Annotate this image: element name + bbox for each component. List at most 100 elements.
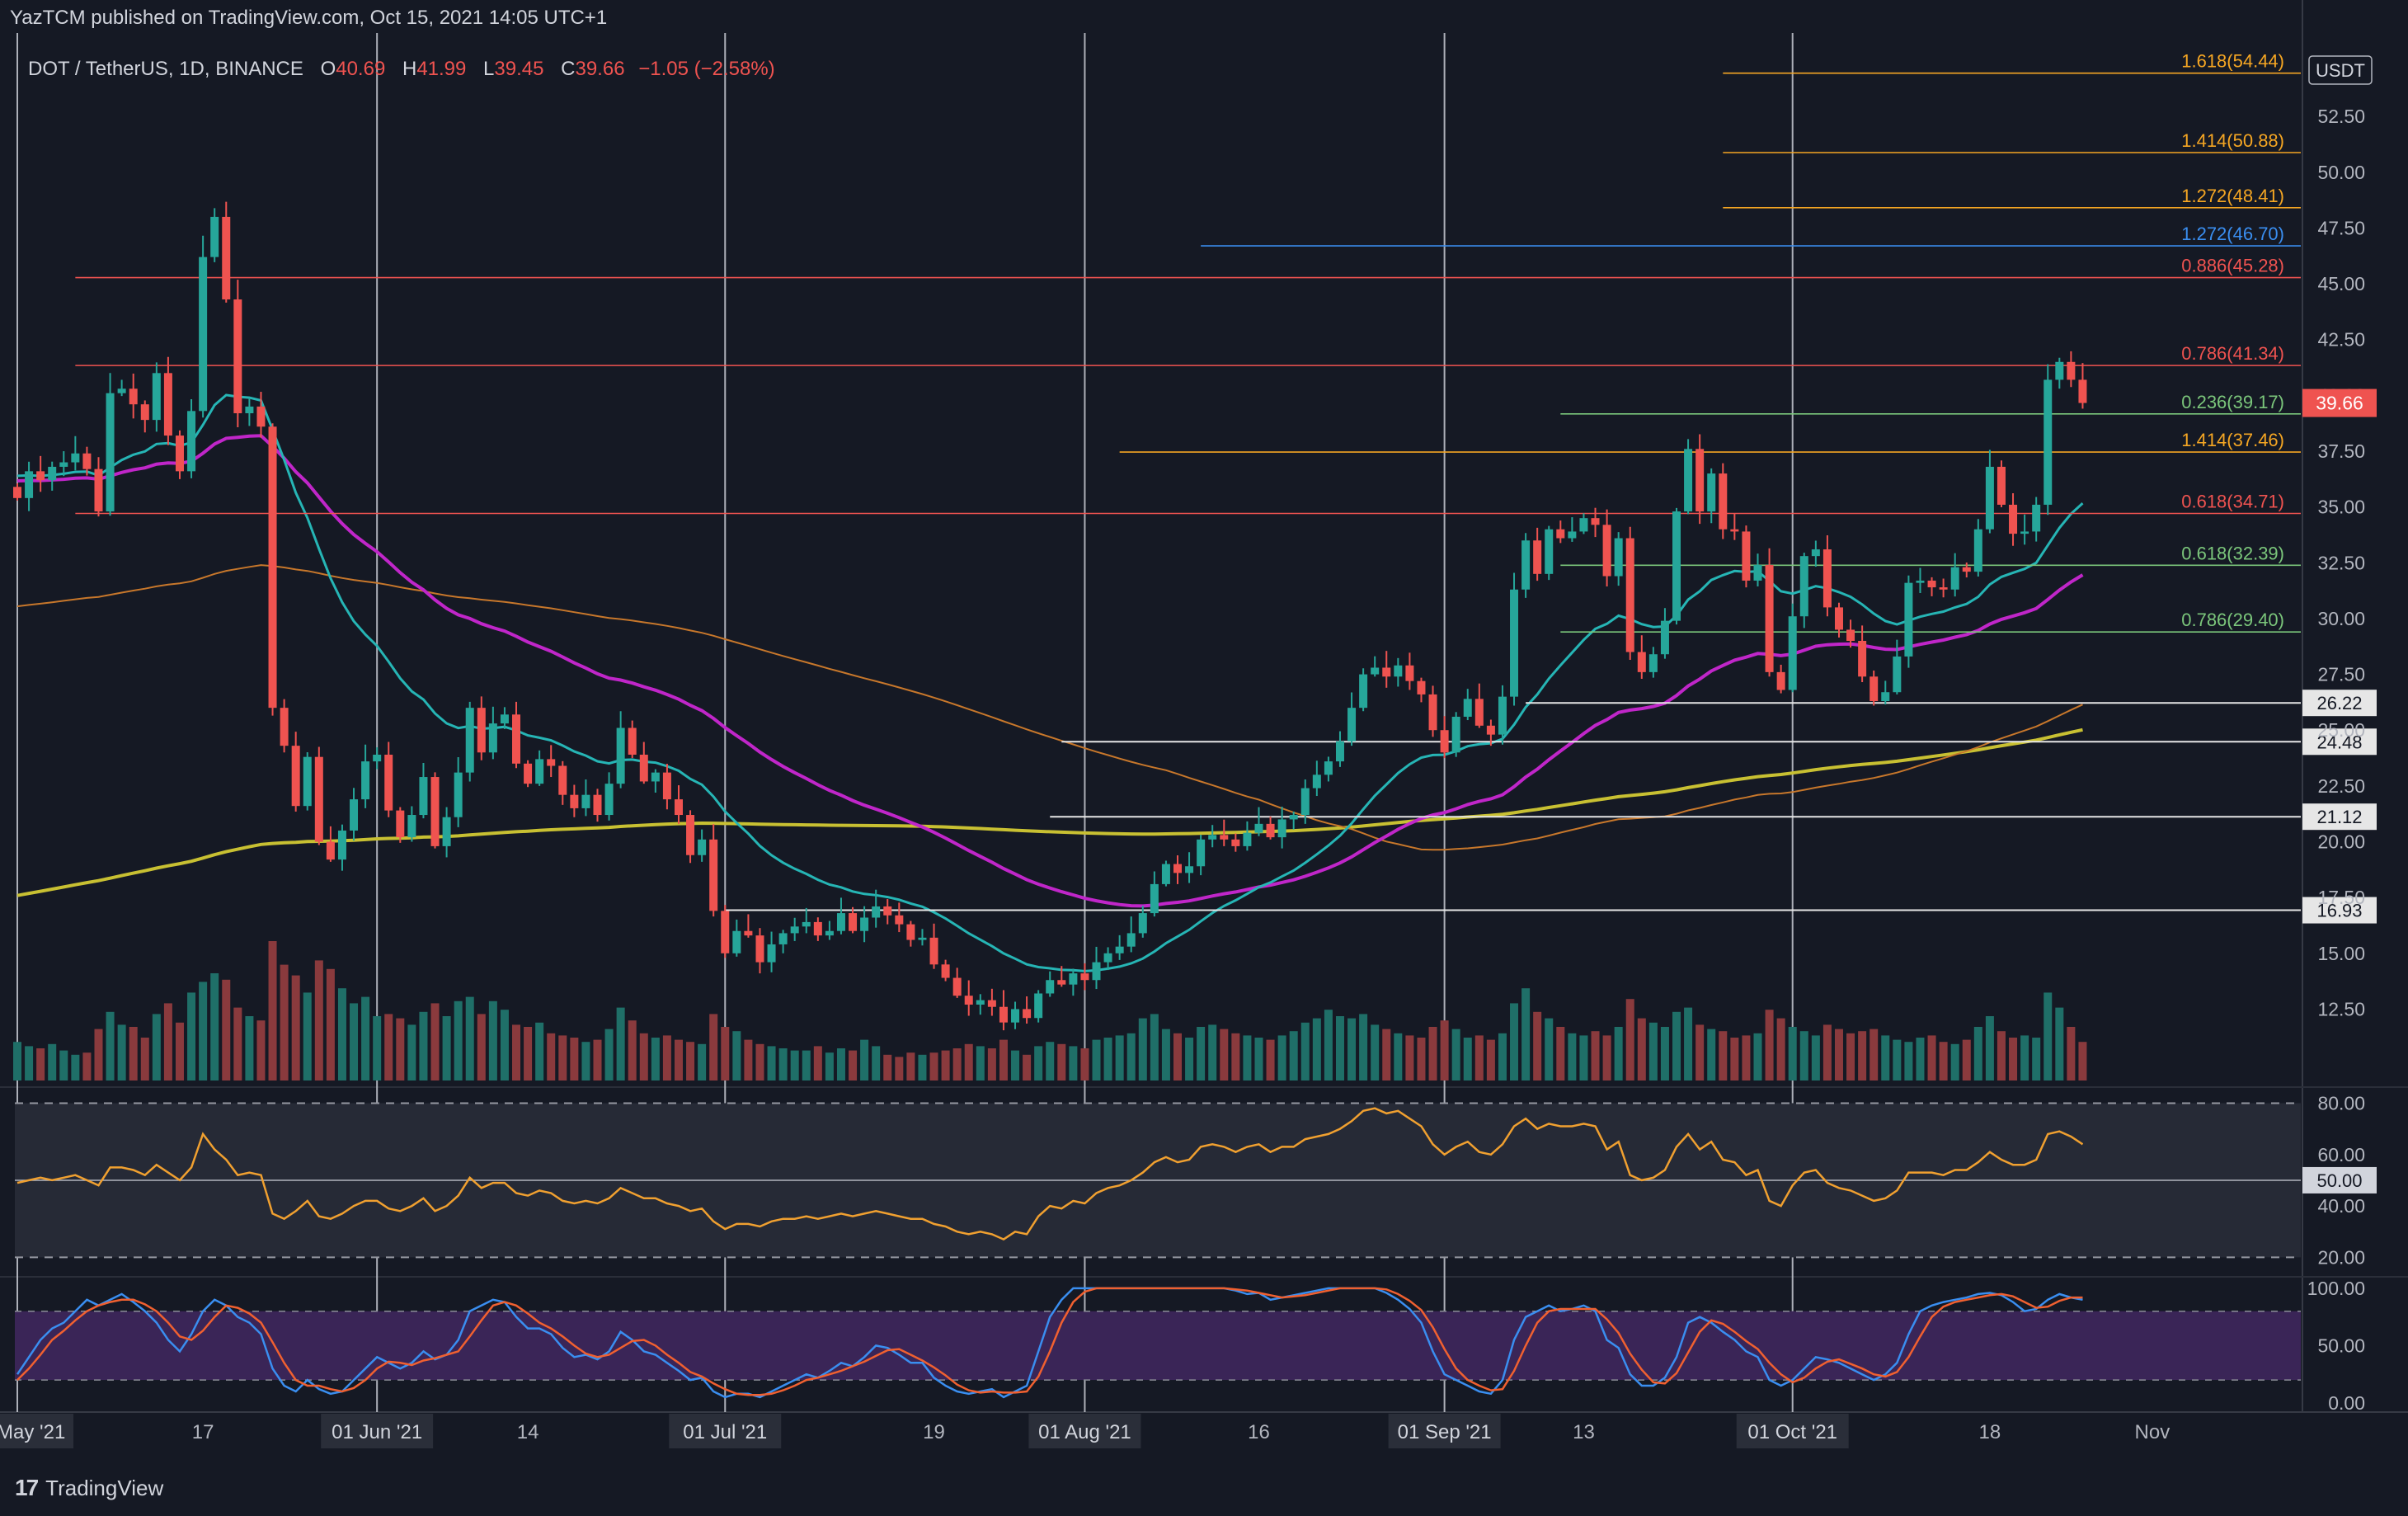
candle-body <box>442 817 451 846</box>
volume-bar <box>175 1022 184 1081</box>
change-value: −1.05 (−2.58%) <box>638 58 775 80</box>
candle-body <box>744 930 753 936</box>
volume-bar <box>1451 1029 1460 1081</box>
volume-bar <box>1474 1035 1484 1081</box>
candle-body <box>280 708 289 746</box>
month-tick-badge <box>0 1414 73 1448</box>
volume-bar <box>1962 1039 1971 1081</box>
candle-body <box>1950 567 1959 590</box>
candle-body <box>1092 962 1101 981</box>
support-price-tag <box>2302 728 2377 756</box>
close-value: 39.66 <box>575 58 625 80</box>
volume-bar <box>1034 1046 1043 1081</box>
volume-bar <box>1521 988 1531 1081</box>
volume-bar <box>825 1052 834 1081</box>
candle-body <box>836 913 845 931</box>
volume-bar <box>1799 1031 1808 1081</box>
volume-bar <box>883 1054 892 1081</box>
volume-bar <box>1173 1033 1182 1081</box>
candle-body <box>199 257 208 412</box>
time-tick-label: 19 <box>923 1421 945 1443</box>
candle-body <box>1150 883 1159 914</box>
candle-body <box>570 794 579 808</box>
price-tick-label: 45.00 <box>2317 273 2365 294</box>
last-price-label: 39.66 <box>2316 393 2363 414</box>
rsi-tick-label: 60.00 <box>2317 1144 2365 1165</box>
volume-bar <box>2078 1042 2087 1081</box>
price-tick-label: 35.00 <box>2317 497 2365 518</box>
volume-bar <box>1811 1035 1820 1081</box>
candle-body <box>813 921 822 936</box>
candle-body <box>210 216 219 257</box>
candle-body <box>373 754 382 762</box>
volume-bar <box>547 1033 556 1081</box>
candle-body <box>1440 730 1449 753</box>
rsi-midline-tag <box>2302 1166 2377 1193</box>
volume-bar <box>477 1014 486 1081</box>
candle-body <box>419 777 428 816</box>
volume-bar <box>199 982 208 1081</box>
price-tick-label: 52.50 <box>2317 106 2365 127</box>
volume-bar <box>1927 1035 1936 1081</box>
support-price-label: 16.93 <box>2316 901 2362 921</box>
volume-bar <box>941 1050 950 1081</box>
candle-body <box>1451 716 1460 753</box>
candle-body <box>1822 549 1832 608</box>
candle-body <box>1684 449 1693 512</box>
candle-body <box>1707 473 1716 512</box>
candle-body <box>1474 699 1484 726</box>
time-tick-label: Nov <box>2135 1421 2170 1443</box>
volume-bar <box>1092 1039 1101 1081</box>
candle-body <box>13 487 21 498</box>
tradingview-footer[interactable]: 17 TradingView <box>15 1475 163 1501</box>
candle-body <box>1289 815 1298 820</box>
candle-body <box>1625 538 1634 652</box>
candle-body <box>106 393 115 512</box>
volume-bar <box>1916 1038 1925 1081</box>
candle-body <box>999 1006 1008 1023</box>
price-tick-label: 12.50 <box>2317 998 2365 1019</box>
time-tick-label: 01 Aug '21 <box>1038 1421 1131 1443</box>
volume-bar <box>1614 1027 1623 1081</box>
volume-bar <box>1231 1033 1240 1081</box>
candle-body <box>1962 567 1971 572</box>
candle-body <box>524 763 533 784</box>
candle-body <box>1510 589 1519 697</box>
candle-body <box>987 1000 996 1007</box>
candle-body <box>1173 864 1182 873</box>
volume-bar <box>1602 1035 1611 1081</box>
volume-bar <box>813 1046 822 1081</box>
candle-body <box>1776 671 1785 690</box>
candle-body <box>1371 667 1380 675</box>
candle-body <box>1545 529 1554 574</box>
candle-body <box>778 933 788 944</box>
time-tick-label: 01 Sep '21 <box>1398 1421 1492 1443</box>
volume-bar <box>1498 1033 1507 1081</box>
volume-bar <box>1486 1039 1495 1081</box>
volume-bar <box>767 1046 776 1081</box>
candle-body <box>361 761 370 800</box>
volume-bar <box>581 1042 590 1081</box>
ma100-line <box>16 564 2083 851</box>
volume-bar <box>929 1052 938 1081</box>
candle-body <box>1811 549 1820 557</box>
volume-bar <box>2020 1035 2029 1081</box>
volume-bar <box>1428 1027 1437 1081</box>
candle-body <box>129 388 138 405</box>
fib-level-label: 1.414(37.46) <box>2181 430 2284 450</box>
fib-level-label: 0.786(29.40) <box>2181 610 2284 630</box>
high-value: 41.99 <box>416 58 467 80</box>
candle-body <box>268 426 277 709</box>
candle-body <box>2032 504 2041 532</box>
candle-body <box>48 466 57 481</box>
candle-body <box>1382 667 1391 677</box>
price-tick-label: 32.50 <box>2317 552 2365 573</box>
candle-body <box>952 977 962 996</box>
open-key: O <box>320 58 336 80</box>
volume-bar <box>419 1011 428 1081</box>
candle-body <box>883 906 892 916</box>
volume-bar <box>268 941 277 1081</box>
support-price-label: 24.48 <box>2316 732 2362 752</box>
candle-body <box>1277 819 1286 838</box>
volume-bar <box>1822 1024 1832 1081</box>
